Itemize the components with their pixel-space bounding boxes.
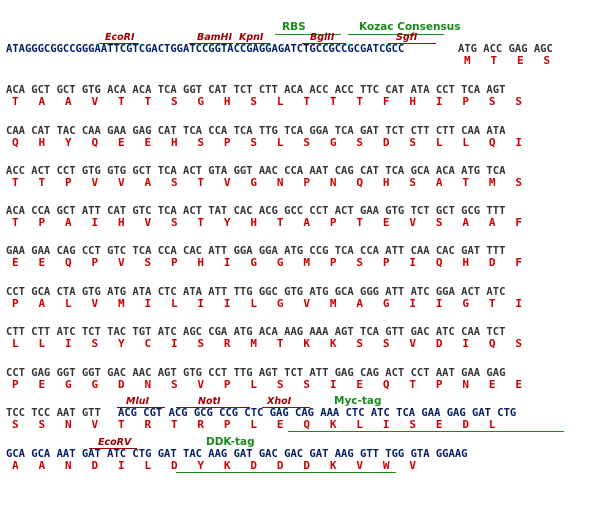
ddk-tag-underline [176,472,396,473]
sequence-row-4: ACA CCA GCT ATT CAT GTC TCA ACT TAT CAC … [6,205,506,217]
translation-row-2: Q H Y Q E E H S P S L S G S D S L L Q I [12,136,522,149]
sequence-row-3: ACC ACT CCT GTG GTG GCT TCA ACT GTA GGT … [6,165,506,177]
bglii-site-label: BglII [310,32,335,43]
translation-row-3: T T P V V A S T V G N P N Q H S A T M S [12,176,522,189]
translation-row-4: T P A I H V S T Y H T A P T E V S A A F [12,216,522,229]
sequence-row-10: GCA GCA AAT GAT ATC CTG GAT TAC AAG GAT … [6,448,468,460]
sequence-row-7: CTT CTT ATC TCT TAC TGT ATC AGC CGA ATG … [6,326,506,338]
translation-row-6: P A L V M I L I I L G V M A G I I G T I [12,297,522,310]
kpni-site-label: KpnI [239,32,264,43]
kozac-consensus-label: Kozac Consensus [359,21,461,33]
sequence-row-6: CCT GCA CTA GTG ATG ATA CTC ATA ATT TTG … [6,286,506,298]
sequence-row-9b: ACG CGT ACG GCG CCG CTC GAG CAG AAA CTC … [118,407,517,419]
bamhi-site-label: BamHI [197,32,233,43]
noti-site-label: NotI [198,396,221,407]
mlui-underline [117,407,165,408]
translation-row-7: L L I S Y C I S R M T K K S S V D I Q S [12,337,522,350]
translation-row-5: E E Q P V S P H I G G M P S P I Q H D F [12,256,522,269]
sequence-row-2: CAA CAT TAC CAA GAA GAG CAT TCA CCA TCA … [6,125,506,137]
myc-tag-label: Myc-tag [334,395,382,407]
sequence-row-8: CCT GAG GGT GGT GAC AAC AGT GTG CCT TTG … [6,367,506,379]
xhoi-site-label: XhoI [267,396,292,407]
myc-tag-underline [288,431,564,432]
bamhi-underline [189,43,233,44]
rbs-underline [275,34,341,35]
ddk-tag-label: DDK-tag [206,436,255,448]
translation-row-1: T A A V T T S G H S L T T T F H I P S S [12,95,522,108]
rbs-label: RBS [282,21,306,33]
sgfi-site-label: SgfI [396,32,418,43]
sequence-row-5: GAA GAA CAG CCT GTC TCA CCA CAC ATT GGA … [6,245,506,257]
start-translation: M T E S [464,54,551,67]
ecori-site-label: EcoRI [105,32,135,43]
translation-row-8: P E G G D N S V P L S S I E Q T P N E E [12,378,522,391]
xhoi-underline [262,407,310,408]
ecori-underline [99,43,139,44]
kozac-underline [348,34,444,35]
sequence-row-1: ACA GCT GCT GTG ACA ACA TCA GGT CAT TCT … [6,84,506,96]
noti-underline [176,407,250,408]
sgfi-underline [388,43,436,44]
leader-sequence: ATAGGGCGGCCGGGAATTCGTCGACTGGATCCGGTACCGA… [6,43,405,55]
kpni-underline [236,43,270,44]
bglii-underline [302,43,346,44]
translation-row-9: S S N V T R T R P L E Q K L I S E D L [12,418,496,431]
mlui-site-label: MluI [126,396,150,407]
ecorv-site-label: EcoRV [98,437,132,448]
translation-row-10: A A N D I L D Y K D D D K V W V [12,459,416,472]
ecorv-underline [89,448,137,449]
start-codons: ATG ACC GAG AGC [458,43,553,55]
sequence-row-9a: TCC TCC AAT GTT [6,407,108,419]
